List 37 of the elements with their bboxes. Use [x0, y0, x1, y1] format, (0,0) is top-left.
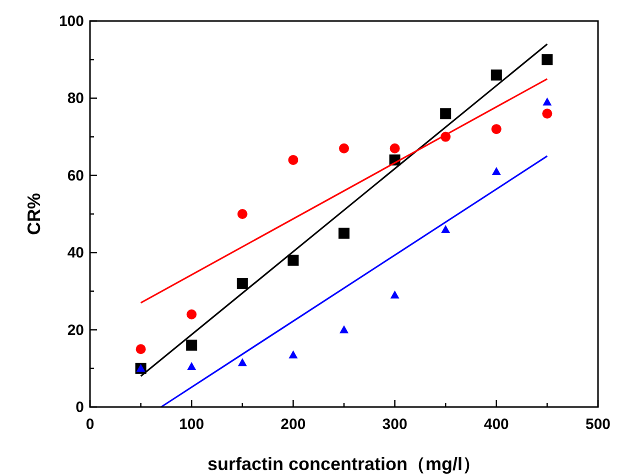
- point: [542, 54, 553, 66]
- point: [288, 350, 298, 358]
- y-axis-title: CR%: [24, 192, 44, 236]
- x-tick-label: 100: [179, 416, 204, 433]
- point: [491, 124, 502, 134]
- y-tick-label: 100: [58, 13, 84, 30]
- point: [390, 290, 400, 299]
- x-tick-label: 500: [585, 416, 611, 433]
- y-tick-label: 40: [67, 244, 84, 262]
- point: [136, 344, 146, 354]
- x-tick-label: 300: [382, 416, 408, 433]
- point: [236, 278, 248, 289]
- point: [542, 108, 552, 119]
- point: [237, 209, 248, 219]
- y-tick-label: 60: [67, 167, 84, 184]
- point: [390, 143, 400, 154]
- point: [339, 143, 349, 154]
- point: [340, 325, 348, 334]
- point: [288, 154, 298, 165]
- y-tick-label: 0: [76, 399, 84, 416]
- x-tick-label: 0: [86, 416, 94, 433]
- x-tick-label: 200: [280, 416, 306, 433]
- y-tick-label: 20: [67, 322, 84, 339]
- point: [288, 254, 299, 266]
- point: [186, 340, 198, 351]
- point: [238, 358, 247, 366]
- point: [490, 70, 502, 81]
- x-axis-title: surfactin concentration（mg/l）: [207, 454, 481, 474]
- point: [440, 108, 452, 120]
- y-tick-label: 80: [67, 90, 84, 108]
- x-tick-label: 400: [484, 416, 509, 433]
- point: [542, 98, 552, 106]
- point: [338, 228, 350, 239]
- point: [441, 224, 450, 233]
- point: [187, 362, 196, 370]
- point: [492, 167, 501, 176]
- point: [186, 309, 197, 320]
